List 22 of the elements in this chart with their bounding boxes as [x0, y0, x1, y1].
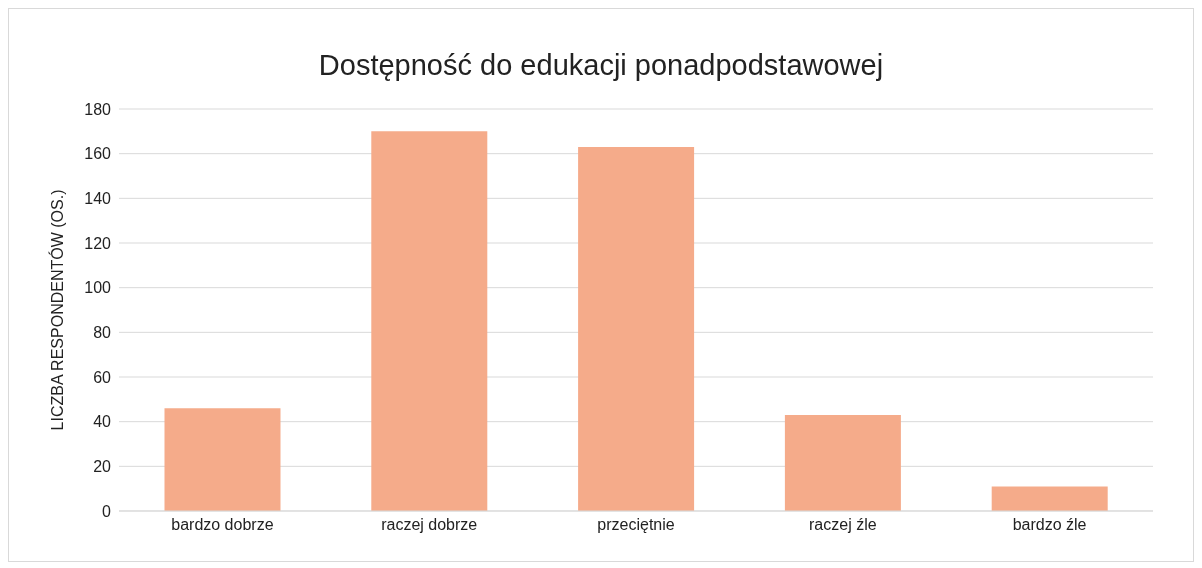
y-tick-label: 20 — [93, 458, 112, 476]
x-tick-label: raczej źle — [809, 516, 877, 534]
bar — [164, 408, 281, 511]
x-tick-label: raczej dobrze — [381, 516, 478, 534]
x-tick-label: bardzo źle — [1012, 516, 1087, 534]
y-tick-label: 160 — [84, 145, 112, 163]
y-tick-label: 60 — [93, 368, 112, 386]
y-axis-title: LICZBA RESPONDENTÓW (OS.) — [47, 189, 66, 431]
chart-title: Dostępność do edukacji ponadpodstawowej — [317, 49, 885, 82]
y-tick-label: 80 — [93, 324, 112, 342]
y-tick-label: 100 — [84, 279, 112, 297]
y-tick-label: 120 — [84, 234, 112, 252]
bar — [371, 131, 488, 511]
x-tick-label: bardzo dobrze — [171, 516, 274, 534]
y-tick-label: 0 — [102, 502, 112, 520]
x-tick-label: przeciętnie — [597, 516, 675, 534]
y-tick-label: 40 — [93, 413, 112, 431]
bar — [578, 146, 695, 511]
bar — [784, 414, 901, 511]
y-tick-label: 140 — [84, 190, 112, 208]
y-tick-label: 180 — [84, 100, 112, 118]
bar — [991, 486, 1108, 511]
